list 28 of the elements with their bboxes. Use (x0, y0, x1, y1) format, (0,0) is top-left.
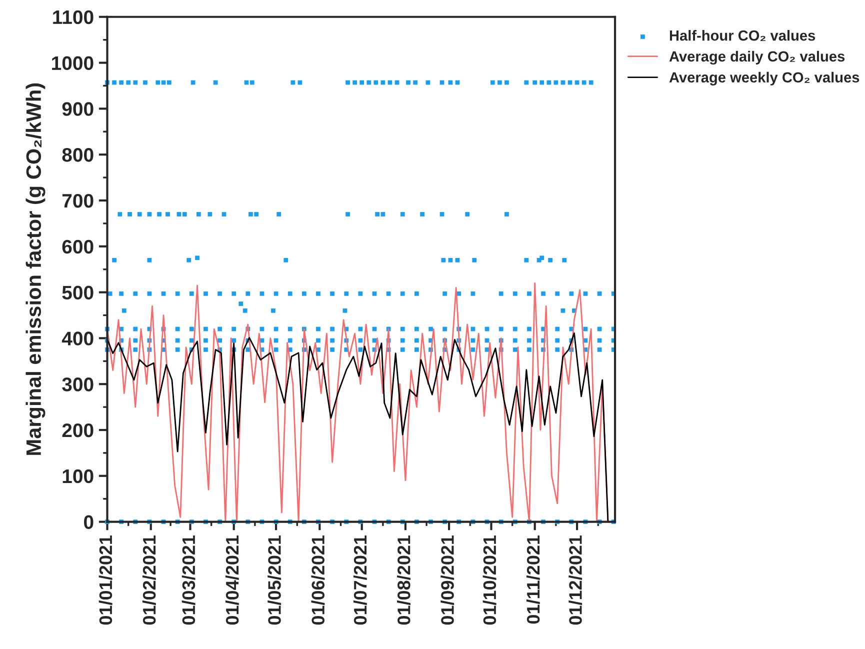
x-tick-label: 01/11/2021 (526, 535, 540, 624)
x-tick-label: 01/06/2021 (311, 535, 325, 625)
y-tick-label: 100 (62, 469, 94, 484)
x-tick-label: 01/12/2021 (568, 535, 582, 625)
y-tick-label: 400 (62, 332, 94, 346)
legend-label: Average weekly CO₂ values (669, 72, 860, 86)
x-tick-label: 01/02/2021 (142, 535, 156, 625)
x-tick-label: 01/10/2021 (482, 535, 496, 625)
x-tick-label: 01/03/2021 (182, 535, 196, 625)
x-tick-label: 01/09/2021 (440, 535, 454, 625)
x-tick-label: 01/05/2021 (268, 535, 282, 625)
y-tick-label: 1000 (52, 56, 94, 70)
y-tick-label: 300 (62, 378, 94, 392)
legend-label: Average daily CO₂ values (669, 50, 845, 65)
y-tick-label: 900 (62, 102, 94, 116)
y-tick-label: 800 (62, 148, 94, 162)
x-tick-label: 01/04/2021 (225, 535, 239, 625)
y-tick-label: 700 (62, 194, 94, 208)
x-tick-label: 01/07/2021 (353, 535, 367, 625)
y-tick-label: 600 (62, 240, 94, 254)
y-tick-label: 1100 (53, 10, 94, 24)
y-tick-label: 200 (62, 423, 94, 438)
x-tick-label: 01/08/2021 (397, 535, 410, 625)
legend-label: Half-hour CO₂ values (670, 30, 816, 42)
y-axis-title: Marginal emission factor (g CO₂/kWh) (26, 83, 46, 455)
y-tick-label: 500 (62, 286, 94, 300)
y-tick-label: 0 (84, 515, 94, 530)
x-tick-label: 01/01/2021 (98, 535, 112, 625)
